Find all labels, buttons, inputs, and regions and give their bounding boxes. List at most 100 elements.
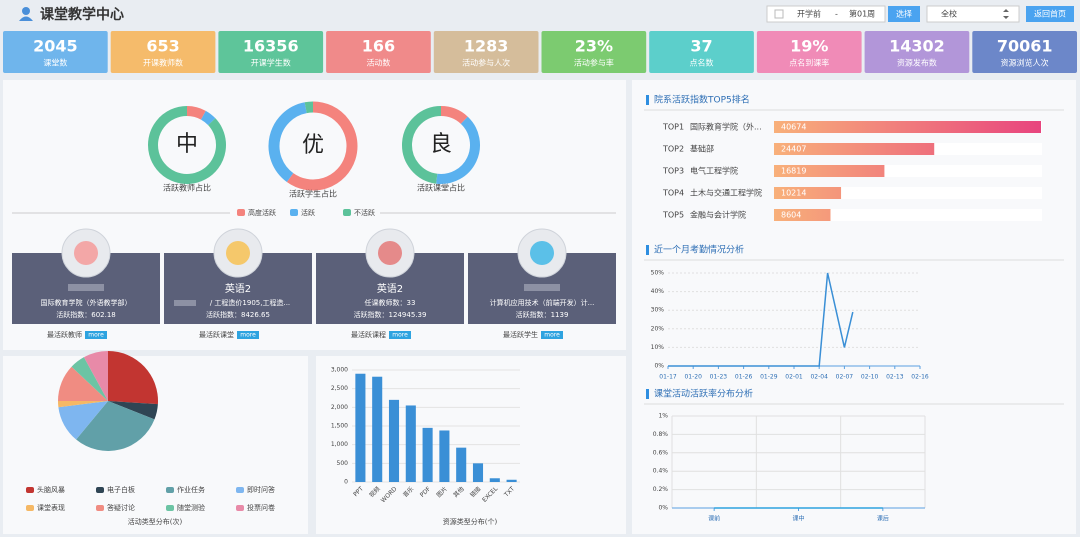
stat-box [541,31,647,73]
y-tick-label: 10% [651,344,665,351]
donut-caption: 活跃课堂占比 [417,183,465,193]
card-line: 国际教育学院（外语教学部） [41,298,132,307]
rank: TOP3 [662,167,684,176]
bar [372,376,383,482]
card-line: 活跃指数：124945.39 [354,310,427,319]
card-line: 任课教师数：33 [365,298,416,307]
legend-label: 不活跃 [354,208,375,217]
card-line: 活跃指数：602.18 [56,310,116,319]
card-footer: 最活跃课堂 [199,330,234,339]
x-tick-label: 02-01 [785,374,803,381]
separator: - [835,10,838,19]
stat-value: 653 [146,37,179,56]
more-button[interactable] [541,331,563,339]
more-button[interactable] [237,331,259,339]
x-tick-label: 01-23 [710,374,728,381]
y-tick-label: 0.6% [653,449,669,456]
card-footer: 最活跃学生 [503,330,538,339]
y-tick-label: 0 [344,479,348,486]
legend-swatch [26,505,34,511]
chart-title: 资源类型分布(个) [443,517,498,526]
y-tick-label: 0.4% [653,468,669,475]
dept-name: 土木与交通工程学院 [690,188,762,198]
stat-label: 开课教师数 [143,58,183,68]
select-button[interactable] [888,6,920,22]
x-tick-label: 01-20 [684,374,702,381]
stat-label: 活动数 [366,58,390,68]
legend-swatch [343,209,351,216]
legend-swatch [236,487,244,493]
avatar-icon [74,241,98,265]
term-picker[interactable] [766,5,886,23]
card-line: 活跃指数：1139 [516,310,569,319]
donut-segment [286,101,358,191]
y-tick-label: 0% [654,363,664,370]
chart-title: 活动类型分布(次) [128,517,183,526]
stat-value: 19% [790,37,828,56]
stat-label: 资源浏览人次 [1001,58,1049,68]
y-tick-label: 40% [651,288,665,295]
blurred-text [174,300,196,306]
donut-segment [436,116,480,184]
y-tick-label: 0% [658,505,668,512]
stat-box [326,31,431,73]
stat-box [3,31,108,73]
x-tick-label: 02-16 [911,374,929,381]
pie-slice [108,351,158,405]
term: 开学前 [797,9,821,19]
home-button[interactable] [1026,6,1074,22]
donut-grade: 优 [302,133,324,158]
legend-swatch [166,505,174,511]
y-tick-label: 30% [651,307,665,314]
select-button-text: 选择 [896,9,912,19]
dept-name: 金融与会计学院 [690,210,746,220]
more-text: more [240,332,256,339]
rank: TOP2 [662,145,684,154]
pie-slice [58,401,108,408]
stat-value: 16356 [243,37,299,56]
section-title: 课堂活动活跃率分布分析 [654,388,753,400]
legend-swatch [96,487,104,493]
stat-label: 开课学生数 [251,58,291,68]
avatar-icon [530,241,554,265]
stat-label: 资源发布数 [897,58,937,68]
bar [774,209,831,221]
stat-box [864,31,970,73]
avatar-icon [378,241,402,265]
bar [355,373,366,482]
y-tick-label: 2,000 [331,404,348,411]
legend-swatch [166,487,174,493]
card-title: 英语2 [225,282,251,295]
legend-label: 投票问卷 [247,503,275,512]
scope: 全校 [941,9,957,19]
bar [774,143,935,155]
scope-select[interactable] [926,5,1020,23]
legend-label: 随堂测验 [177,503,205,512]
section-title: 近一个月考勤情况分析 [654,244,744,256]
more-button[interactable] [389,331,411,339]
section-marker [646,245,649,255]
dept-name: 电气工程学院 [690,166,738,176]
pie-slice [58,401,108,440]
select-arrow [1003,9,1009,19]
donut-segment [402,106,442,184]
rank: TOP5 [662,211,684,220]
stat-label: 点名到课率 [789,58,829,68]
donut-segment [440,106,468,125]
x-tick-label: 课前 [708,515,720,523]
stat-label: 点名数 [690,58,714,68]
y-tick-label: 1% [658,413,668,420]
legend-swatch [290,209,298,216]
panel [632,80,1076,534]
stat-value: 37 [690,37,712,56]
legend-swatch [96,505,104,511]
donut-caption: 活跃教师占比 [163,183,211,193]
stat-box [433,31,539,73]
more-button[interactable] [85,331,107,339]
bar [472,463,484,482]
stat-value: 2045 [33,37,78,56]
legend-label: 答疑讨论 [107,503,135,512]
donut-segment [186,106,206,120]
